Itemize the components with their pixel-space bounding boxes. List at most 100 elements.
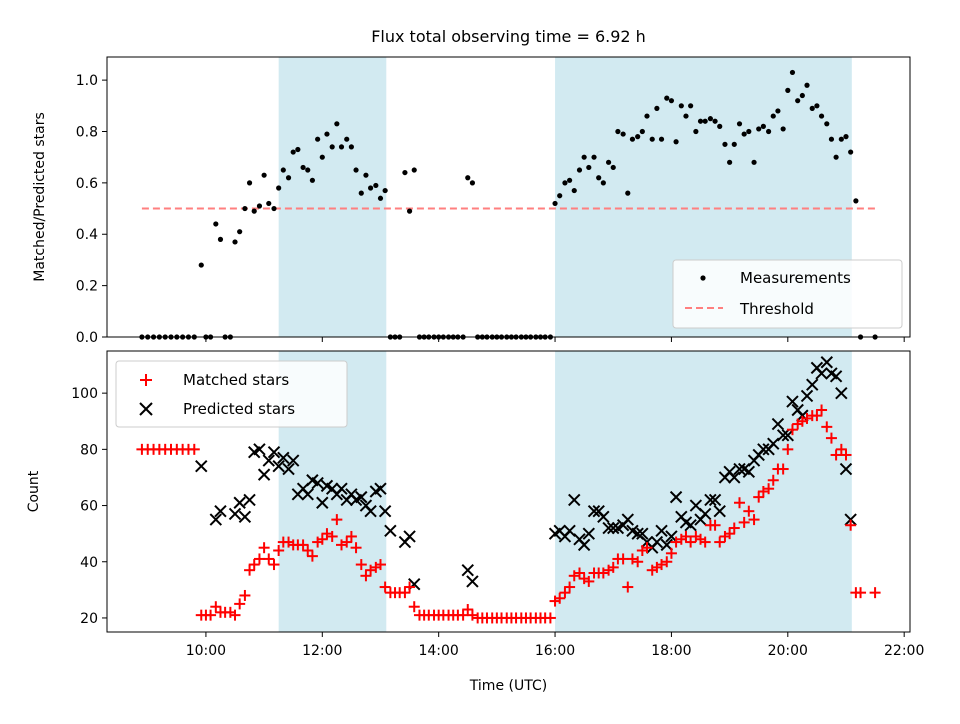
matched-point [297, 539, 309, 551]
predicted-point [587, 504, 601, 518]
matched-points [136, 404, 881, 624]
measurement-point [309, 177, 316, 183]
legend-predicted-marker [139, 402, 153, 416]
top-panel: 0.0 0.2 0.4 0.6 0.8 1.0 Flux total observing … [32, 27, 911, 346]
matched-point [554, 592, 566, 604]
measurement-point [600, 180, 606, 186]
y-tick-label: 20 [80, 611, 98, 627]
predicted-point [577, 538, 591, 552]
x-tick-label: 18:00 [651, 643, 691, 659]
measurement-point [809, 105, 815, 111]
measurement-point [828, 136, 835, 142]
legend-threshold-label: Threshold [739, 300, 814, 318]
predicted-point [311, 476, 324, 490]
matched-point [408, 601, 420, 613]
measurement-point [251, 208, 257, 214]
predicted-point [233, 496, 246, 509]
matched-point [573, 567, 585, 579]
measurement-point [605, 159, 612, 165]
measurement-point [402, 169, 408, 176]
predicted-point [728, 471, 741, 484]
legend-predicted-label: Predicted stars [183, 400, 295, 418]
predicted-point [607, 521, 620, 535]
predicted-point [282, 462, 295, 476]
matched-point [709, 519, 721, 531]
y-tick-label: 0.2 [76, 279, 98, 295]
measurement-point [795, 98, 801, 104]
legend-measurements-marker [700, 275, 706, 281]
predicted-point [733, 462, 746, 476]
x-tick-label: 22:00 [884, 643, 924, 659]
matched-point [767, 474, 779, 486]
measurement-point [295, 146, 301, 153]
measurement-point [818, 113, 825, 119]
measurement-point [329, 144, 335, 150]
predicted-point [655, 524, 668, 538]
predicted-point [238, 510, 252, 523]
predicted-point [286, 454, 300, 467]
x-tick-label: 10:00 [186, 643, 226, 659]
predicted-point [384, 524, 397, 538]
measurement-point [411, 167, 417, 173]
matched-point [840, 449, 852, 461]
legend-box [115, 360, 348, 428]
predicted-point [704, 493, 717, 507]
measurement-point [271, 205, 277, 212]
predicted-point [228, 507, 242, 521]
matched-point [316, 533, 328, 545]
predicted-point [602, 521, 615, 535]
measurement-point [673, 139, 679, 145]
measurement-point [610, 164, 616, 171]
matched-point [869, 587, 881, 599]
measurement-point [324, 131, 330, 137]
measurement-point [591, 154, 597, 160]
matched-point [355, 559, 367, 571]
matched-point [234, 598, 246, 610]
matched-point [350, 542, 362, 554]
measurement-point [697, 118, 704, 124]
measurement-point [465, 175, 471, 181]
predicted-point [272, 460, 285, 473]
measurement-point [736, 121, 743, 127]
measurement-point [217, 236, 224, 242]
matched-point [399, 587, 411, 599]
measurement-point [237, 229, 243, 235]
matched-point [830, 449, 842, 461]
measurement-point [766, 128, 772, 135]
matched-point [724, 528, 736, 540]
measurement-point [688, 103, 694, 109]
legend-measurements-label: Measurements [740, 269, 851, 287]
matched-point [559, 587, 571, 599]
predicted-point [364, 504, 377, 518]
measurement-point [780, 126, 786, 132]
measurement-point [571, 187, 577, 194]
predicted-point [277, 451, 290, 464]
measurement-point [382, 187, 388, 194]
matched-point [326, 530, 338, 542]
matched-point [714, 536, 726, 548]
measurement-point [552, 200, 558, 207]
measurement-point [300, 164, 306, 171]
measurement-point [232, 239, 238, 245]
matched-point [607, 561, 619, 573]
measurement-point [338, 144, 345, 150]
predicted-point [776, 429, 790, 442]
predicted-point [742, 465, 756, 479]
y-tick-label: 1.0 [76, 73, 98, 89]
matched-point [360, 570, 372, 582]
matched-point [404, 581, 416, 593]
matched-point [753, 491, 765, 503]
measurement-point [625, 190, 631, 196]
matched-point [374, 559, 386, 571]
measurement-point [276, 185, 282, 191]
measurement-point [722, 141, 728, 147]
measurement-point [838, 136, 844, 142]
measurement-point [629, 136, 636, 142]
matched-point [306, 550, 318, 562]
y-tick-label: 100 [71, 386, 98, 402]
shaded-interval [278, 57, 387, 337]
measurement-point [198, 262, 204, 268]
predicted-point [806, 378, 819, 391]
bottom-x-ticks: 10:00 12:00 14:00 16:00 18:00 20:00 22:00 [186, 632, 924, 659]
bottom-axes-frame [106, 350, 911, 633]
